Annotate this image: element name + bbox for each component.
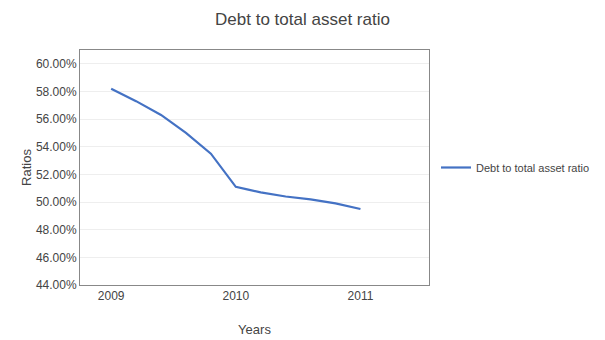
svg-text:52.00%: 52.00% [36, 168, 77, 182]
svg-text:60.00%: 60.00% [36, 57, 77, 71]
svg-text:44.00%: 44.00% [36, 278, 77, 292]
svg-text:48.00%: 48.00% [36, 223, 77, 237]
svg-text:2010: 2010 [222, 289, 249, 303]
svg-text:2011: 2011 [348, 289, 374, 303]
svg-text:2009: 2009 [98, 289, 125, 303]
svg-text:Ratios: Ratios [19, 149, 34, 186]
svg-text:56.00%: 56.00% [36, 112, 77, 126]
svg-text:58.00%: 58.00% [36, 85, 77, 99]
svg-text:Debt to total asset ratio: Debt to total asset ratio [215, 10, 390, 29]
svg-text:50.00%: 50.00% [36, 195, 77, 209]
svg-text:Debt to total asset ratio: Debt to total asset ratio [476, 162, 589, 174]
svg-text:Years: Years [238, 322, 271, 337]
svg-text:46.00%: 46.00% [36, 251, 77, 265]
svg-text:54.00%: 54.00% [36, 140, 77, 154]
